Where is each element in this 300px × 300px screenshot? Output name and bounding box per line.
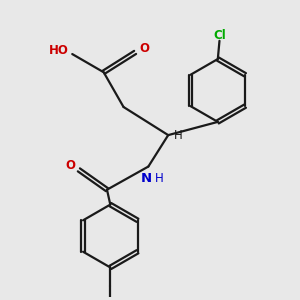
- Text: H: H: [154, 172, 163, 185]
- Text: H: H: [174, 129, 183, 142]
- Text: N: N: [141, 172, 152, 185]
- Text: Cl: Cl: [213, 29, 226, 42]
- Text: HO: HO: [49, 44, 69, 57]
- Text: O: O: [139, 42, 149, 55]
- Text: O: O: [65, 159, 75, 172]
